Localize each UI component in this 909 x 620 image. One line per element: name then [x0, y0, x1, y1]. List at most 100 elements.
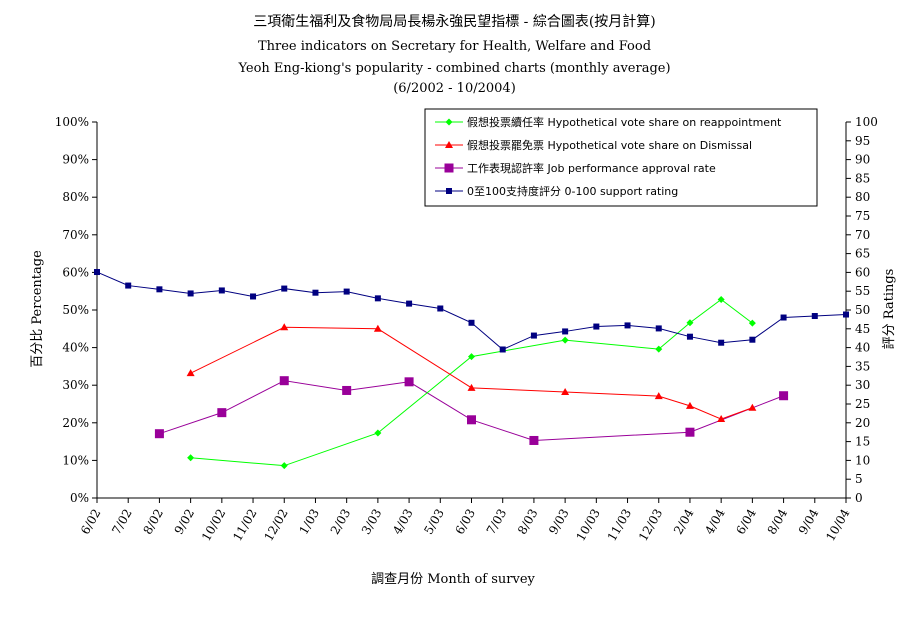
x-tick-label: 9/02	[172, 507, 198, 537]
x-tick-label: 7/02	[109, 507, 135, 537]
y-right-tick-label: 5	[855, 472, 863, 486]
y-right-tick-label: 90	[855, 153, 870, 167]
chart-title-english-line1: Three indicators on Secretary for Health…	[257, 39, 652, 54]
data-point	[561, 387, 570, 395]
data-point	[529, 435, 539, 445]
x-tick-label: 8/03	[515, 507, 541, 537]
legend-swatch-marker	[444, 163, 454, 173]
data-point	[780, 314, 787, 321]
data-point	[343, 288, 350, 295]
data-point	[530, 332, 537, 339]
data-point	[437, 305, 444, 312]
y-right-tick-label: 65	[855, 247, 870, 261]
series-line	[96, 271, 847, 351]
x-tick-label: 8/04	[765, 506, 791, 537]
x-tick-label: 3/03	[359, 507, 385, 537]
data-point	[685, 427, 695, 437]
data-point	[312, 289, 319, 296]
legend-entry: 假想投票續任率 Hypothetical vote share on reapp…	[467, 115, 782, 129]
x-tick-label: 5/03	[421, 507, 447, 537]
y-left-tick-label: 20%	[62, 416, 89, 430]
series-0	[187, 295, 756, 470]
data-point	[748, 319, 756, 327]
chart-title-english-line2: Yeoh Eng-kiong's popularity - combined c…	[238, 61, 671, 76]
data-point	[374, 295, 381, 302]
data-point	[779, 391, 789, 401]
x-tick-label: 11/03	[605, 507, 634, 544]
y-right-tick-label: 0	[855, 491, 863, 505]
x-tick-label: 9/03	[546, 507, 572, 537]
y-right-tick-label: 95	[855, 134, 870, 148]
y-left-tick-label: 70%	[62, 228, 89, 242]
data-point	[749, 336, 756, 343]
data-point	[406, 300, 413, 307]
chart-title-chinese: 三項衛生福利及食物局局長楊永強民望指標 - 綜合圖表(按月計算)	[253, 14, 656, 30]
x-tick-label: 6/03	[452, 507, 478, 537]
y-right-tick-label: 45	[855, 322, 870, 336]
data-point	[624, 322, 631, 329]
x-tick-label: 12/03	[636, 507, 665, 544]
data-point	[811, 313, 818, 320]
y-right-tick-label: 85	[855, 171, 870, 185]
y-axis-right-title: 評分 Ratings	[882, 269, 897, 350]
y-right-tick-label: 80	[855, 190, 870, 204]
x-tick-label: 4/03	[390, 507, 416, 537]
data-point	[686, 333, 693, 340]
legend: 假想投票續任率 Hypothetical vote share on reapp…	[424, 108, 818, 207]
x-tick-label: 10/03	[574, 507, 603, 544]
data-point	[654, 392, 663, 400]
y-right-tick-label: 35	[855, 359, 870, 373]
x-tick-label: 9/04	[796, 506, 822, 537]
legend-swatch-marker	[446, 188, 452, 194]
data-point	[154, 429, 164, 439]
data-point	[562, 328, 569, 335]
x-tick-label: 2/03	[328, 507, 354, 537]
data-point	[467, 415, 476, 425]
data-point	[125, 282, 132, 289]
legend-entry: 工作表現認許率 Job performance approval rate	[467, 161, 716, 175]
data-point	[280, 462, 288, 470]
y-left-tick-label: 90%	[62, 153, 89, 167]
data-point	[156, 286, 163, 293]
y-right-tick-label: 25	[855, 397, 870, 411]
data-point	[467, 383, 476, 391]
x-tick-label: 7/03	[484, 507, 510, 537]
data-point	[279, 376, 289, 386]
y-right-tick-label: 15	[855, 435, 870, 449]
y-left-tick-label: 0%	[70, 491, 89, 505]
data-point	[686, 319, 694, 327]
data-point	[281, 285, 288, 292]
data-point	[655, 345, 663, 353]
data-point	[218, 287, 225, 294]
data-point	[685, 401, 694, 409]
y-right-tick-label: 40	[855, 341, 870, 355]
series-1	[186, 323, 757, 423]
data-point	[94, 269, 100, 276]
data-point	[468, 353, 475, 361]
y-right-tick-label: 70	[855, 228, 870, 242]
y-left-tick-label: 100%	[55, 115, 89, 129]
y-axis-left-title: 百分比 Percentage	[30, 250, 45, 368]
y-left-tick-label: 60%	[62, 265, 89, 279]
y-right-tick-label: 75	[855, 209, 870, 223]
y-right-tick-label: 50	[855, 303, 870, 317]
y-left-tick-label: 50%	[62, 303, 89, 317]
x-tick-label: 4/04	[702, 506, 728, 537]
y-right-tick-label: 10	[855, 453, 870, 467]
data-point	[499, 346, 506, 353]
y-left-tick-label: 40%	[62, 341, 89, 355]
series-2	[154, 376, 789, 445]
data-point	[187, 290, 194, 297]
data-point	[217, 408, 227, 418]
legend-entry: 0至100支持度評分 0-100 support rating	[467, 184, 678, 198]
data-point	[468, 319, 475, 326]
data-point	[187, 454, 195, 462]
x-tick-label: 6/04	[733, 506, 759, 537]
data-point	[843, 311, 849, 318]
y-right-tick-label: 60	[855, 265, 870, 279]
legend-swatch-marker	[445, 118, 453, 126]
x-axis-title: 調查月份 Month of survey	[371, 572, 535, 587]
legend-entry: 假想投票罷免票 Hypothetical vote share on Dismi…	[467, 138, 752, 152]
data-point	[593, 323, 600, 330]
